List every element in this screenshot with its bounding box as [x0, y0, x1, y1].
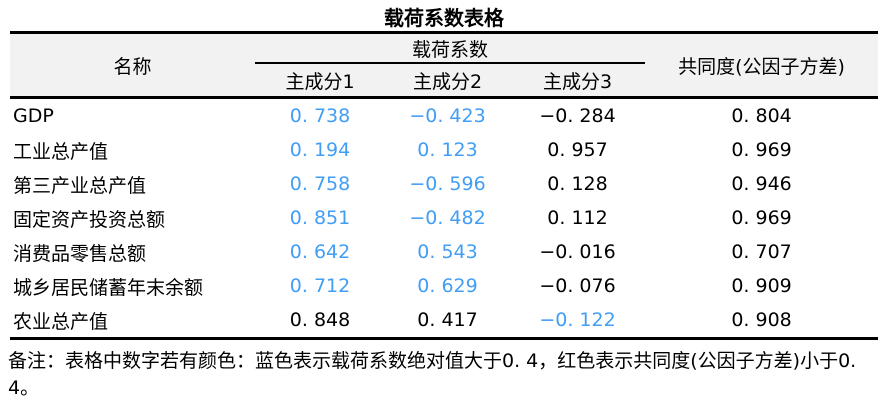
table-row: 城乡居民储蓄年末余额 0. 712 0. 629 −0. 076 0. 909 — [10, 269, 878, 303]
cell-pc2: −0. 482 — [409, 207, 486, 229]
header-pc3: 主成分3 — [510, 63, 646, 99]
loading-coefficients-table: 名称 载荷系数 共同度(公因子方差) 主成分1 主成分2 主成分3 GDP 0.… — [10, 31, 879, 340]
cell-communality: 0. 707 — [731, 241, 792, 263]
header-row-group: 名称 载荷系数 共同度(公因子方差) — [10, 32, 879, 99]
cell-pc1: 0. 642 — [289, 241, 351, 263]
row-label: 工业总产值 — [13, 140, 109, 163]
cell-pc2: −0. 423 — [409, 105, 486, 127]
cell-communality: 0. 969 — [731, 207, 792, 229]
row-label: 农业总产值 — [13, 310, 109, 333]
cell-pc2: −0. 596 — [409, 173, 486, 195]
cell-communality: 0. 969 — [731, 139, 792, 161]
cell-pc3: 0. 957 — [547, 139, 608, 161]
row-label: GDP — [13, 105, 54, 127]
header-pc1: 主成分1 — [255, 63, 385, 99]
cell-pc3: −0. 122 — [539, 309, 616, 331]
cell-pc1: 0. 758 — [289, 173, 351, 195]
cell-pc2: 0. 417 — [417, 309, 478, 331]
cell-pc3: −0. 076 — [539, 275, 616, 297]
cell-pc3: 0. 112 — [547, 207, 608, 229]
table-row: GDP 0. 738 −0. 423 −0. 284 0. 804 — [10, 98, 878, 134]
cell-pc1: 0. 712 — [289, 275, 351, 297]
cell-pc1: 0. 848 — [289, 309, 351, 331]
cell-communality: 0. 804 — [731, 105, 792, 127]
footnote: 备注：表格中数字若有颜色：蓝色表示载荷系数绝对值大于0. 4，红色表示共同度(公… — [8, 350, 857, 399]
cell-pc1: 0. 194 — [289, 139, 351, 161]
table-row: 农业总产值 0. 848 0. 417 −0. 122 0. 908 — [10, 303, 878, 339]
cell-pc3: 0. 128 — [547, 173, 608, 195]
cell-communality: 0. 946 — [731, 173, 792, 195]
row-label: 固定资产投资总额 — [13, 208, 166, 231]
header-name: 名称 — [10, 32, 255, 99]
header-communality: 共同度(公因子方差) — [645, 32, 879, 99]
cell-communality: 0. 909 — [731, 275, 792, 297]
cell-pc3: −0. 284 — [539, 105, 616, 127]
cell-communality: 0. 908 — [731, 309, 792, 331]
row-label: 城乡居民储蓄年末余额 — [13, 276, 204, 299]
cell-pc1: 0. 851 — [289, 207, 351, 229]
cell-pc3: −0. 016 — [539, 241, 616, 263]
table-row: 固定资产投资总额 0. 851 −0. 482 0. 112 0. 969 — [10, 201, 878, 235]
table-row: 消费品零售总额 0. 642 0. 543 −0. 016 0. 707 — [10, 235, 878, 269]
table-header: 名称 载荷系数 共同度(公因子方差) 主成分1 主成分2 主成分3 — [10, 32, 879, 99]
header-group-loading: 载荷系数 — [255, 32, 646, 64]
row-label: 第三产业总产值 — [13, 174, 147, 197]
table-title: 载荷系数表格 — [384, 6, 504, 30]
table-row: 第三产业总产值 0. 758 −0. 596 0. 128 0. 946 — [10, 167, 878, 201]
row-label: 消费品零售总额 — [13, 242, 147, 265]
cell-pc2: 0. 629 — [417, 275, 478, 297]
cell-pc2: 0. 123 — [417, 139, 478, 161]
cell-pc2: 0. 543 — [417, 241, 478, 263]
table-row: 工业总产值 0. 194 0. 123 0. 957 0. 969 — [10, 133, 878, 167]
header-row-components: 主成分1 主成分2 主成分3 — [10, 63, 878, 99]
table-body: GDP 0. 738 −0. 423 −0. 284 0. 804 工业总产值 … — [10, 98, 878, 339]
header-pc2: 主成分2 — [385, 63, 510, 99]
cell-pc1: 0. 738 — [289, 105, 351, 127]
